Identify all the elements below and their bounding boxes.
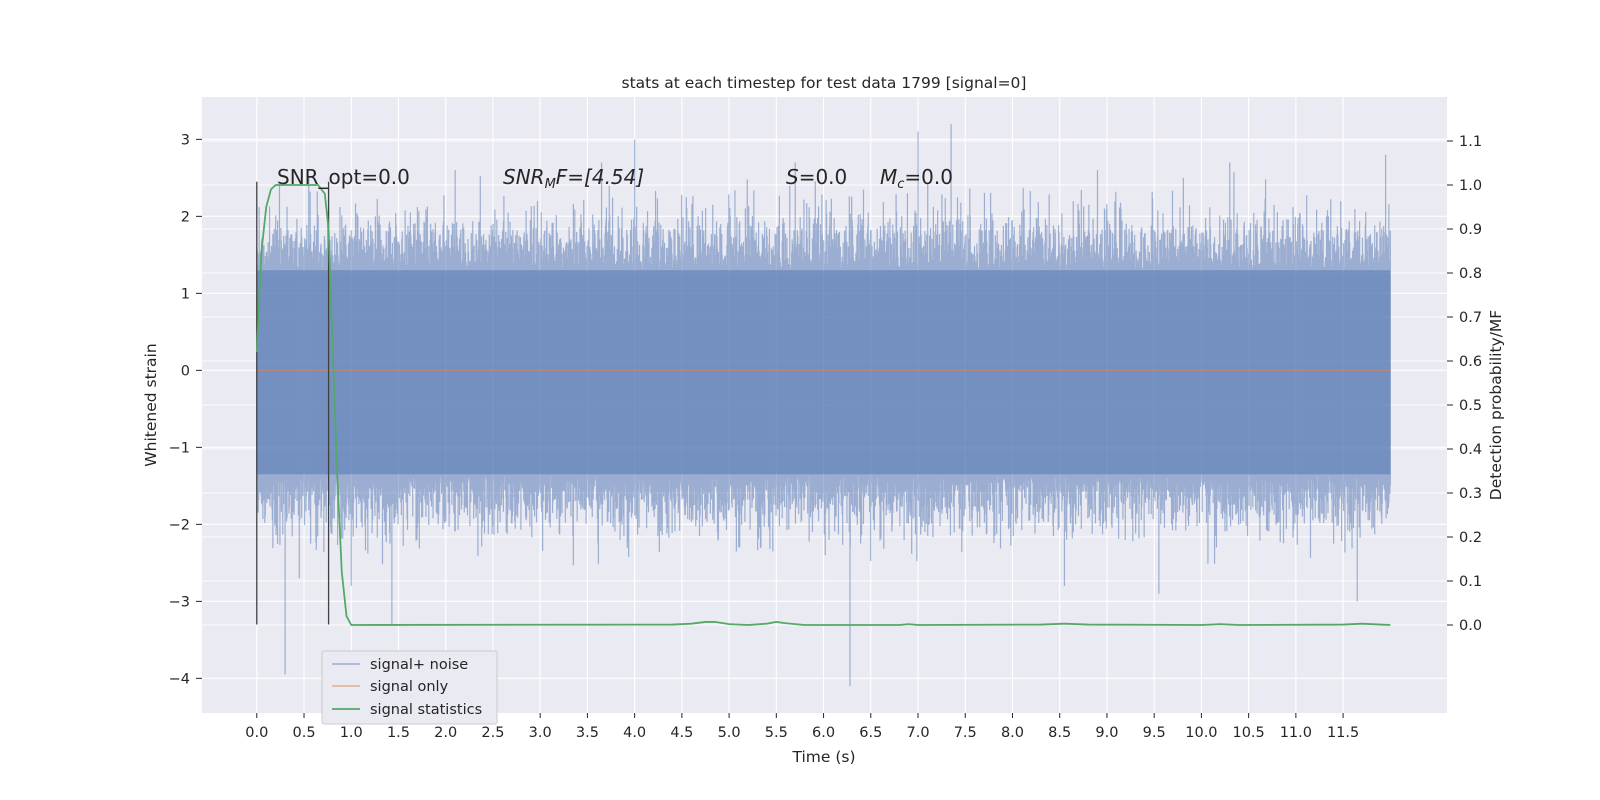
y-tick-label-left: 1 (181, 286, 190, 302)
x-tick-label: 1.0 (340, 725, 363, 741)
right-y-axis-ticks: 0.0 0.1 0.2 0.3 0.4 0.5 0.6 0.7 0.8 0.9 1.0 1.1 (1447, 134, 1482, 634)
legend-label-stats: signal statistics (370, 702, 482, 718)
x-tick-label: 2.5 (481, 725, 504, 741)
legend: signal+ noise signal only signal statist… (321, 650, 498, 725)
y-axis-label-right: Detection probability/MF (1487, 310, 1505, 501)
snr-mf-prefix: SNR (503, 165, 545, 189)
mc-value: =0.0 (904, 165, 953, 189)
x-axis-label: Time (s) (791, 748, 855, 766)
x-tick-label: 2.0 (434, 725, 457, 741)
x-tick-label: 8.0 (1001, 725, 1024, 741)
y-axis-label-left: Whitened strain (142, 343, 160, 466)
y-tick-label-right: 1.1 (1459, 134, 1482, 150)
noise-core-band (256, 270, 1391, 475)
s-value: =0.0 (799, 165, 848, 189)
x-tick-label: 9.0 (1095, 725, 1118, 741)
y-tick-label-left: −3 (169, 594, 190, 610)
x-tick-label: 3.5 (576, 725, 599, 741)
legend-box (321, 650, 498, 725)
series-signal-statistics (255, 184, 1391, 626)
signal-statistics-line (255, 184, 1391, 626)
x-tick-label: 4.5 (670, 725, 693, 741)
x-tick-label: 5.0 (718, 725, 741, 741)
left-y-axis-ticks: −4 −3 −2 −1 0 1 2 3 (169, 132, 202, 687)
chart-title: stats at each timestep for test data 179… (622, 74, 1027, 92)
x-tick-label: 0.0 (245, 725, 268, 741)
y-tick-label-right: 0.9 (1459, 222, 1482, 238)
y-tick-label-left: 0 (181, 363, 190, 379)
x-tick-label: 11.0 (1280, 725, 1312, 741)
annotation-mc: Mc=0.0 (880, 165, 953, 192)
y-tick-label-left: −2 (169, 517, 190, 533)
annotation-snr-mf: SNRMF=[4.54] (503, 165, 644, 192)
x-tick-label: 3.0 (529, 725, 552, 741)
x-tick-label: 7.5 (954, 725, 977, 741)
x-tick-label: 9.5 (1143, 725, 1166, 741)
y-tick-label-left: −4 (169, 671, 190, 687)
y-tick-label-right: 0.6 (1459, 354, 1482, 370)
x-tick-label: 8.5 (1048, 725, 1071, 741)
y-tick-label-right: 0.1 (1459, 574, 1482, 590)
mc-subscript: c (897, 177, 904, 192)
y-tick-label-right: 0.5 (1459, 398, 1482, 414)
y-tick-label-right: 0.7 (1459, 310, 1482, 326)
snr-mf-suffix: F=[4.54] (556, 165, 644, 189)
y-tick-label-right: 0.3 (1459, 486, 1482, 502)
mc-prefix: M (880, 165, 897, 189)
y-tick-label-left: −1 (169, 440, 190, 456)
snr-mf-subscript: M (545, 177, 556, 192)
y-tick-label-right: 0.2 (1459, 530, 1482, 546)
legend-label-signal: signal only (370, 679, 449, 695)
vertical-markers (256, 181, 330, 625)
y-tick-label-right: 0.0 (1459, 618, 1482, 634)
legend-label-noise: signal+ noise (370, 657, 468, 673)
x-tick-label: 0.5 (292, 725, 315, 741)
x-tick-label: 10.0 (1185, 725, 1217, 741)
y-tick-label-right: 0.4 (1459, 442, 1482, 458)
annotation-s: S=0.0 (786, 165, 847, 189)
y-tick-label-right: 1.0 (1459, 178, 1482, 194)
annotation-snr-opt: SNR_opt=0.0 (277, 165, 410, 189)
y-tick-label-left: 3 (181, 132, 190, 148)
x-axis-ticks: 0.0 0.5 1.0 1.5 2.0 2.5 3.0 3.5 4.0 4.5 5.0 5.5 6.0 6… (245, 713, 1359, 741)
y-tick-label-right: 0.8 (1459, 266, 1482, 282)
x-tick-label: 11.5 (1327, 725, 1359, 741)
x-tick-label: 7.0 (906, 725, 929, 741)
x-tick-label: 5.5 (765, 725, 788, 741)
x-tick-label: 6.5 (859, 725, 882, 741)
x-tick-label: 1.5 (387, 725, 410, 741)
y-tick-label-left: 2 (181, 209, 190, 225)
x-tick-label: 6.0 (812, 725, 835, 741)
x-tick-label: 10.5 (1232, 725, 1264, 741)
x-tick-label: 4.0 (623, 725, 646, 741)
s-prefix: S (786, 165, 799, 189)
series-signal-plus-noise (256, 123, 1391, 687)
